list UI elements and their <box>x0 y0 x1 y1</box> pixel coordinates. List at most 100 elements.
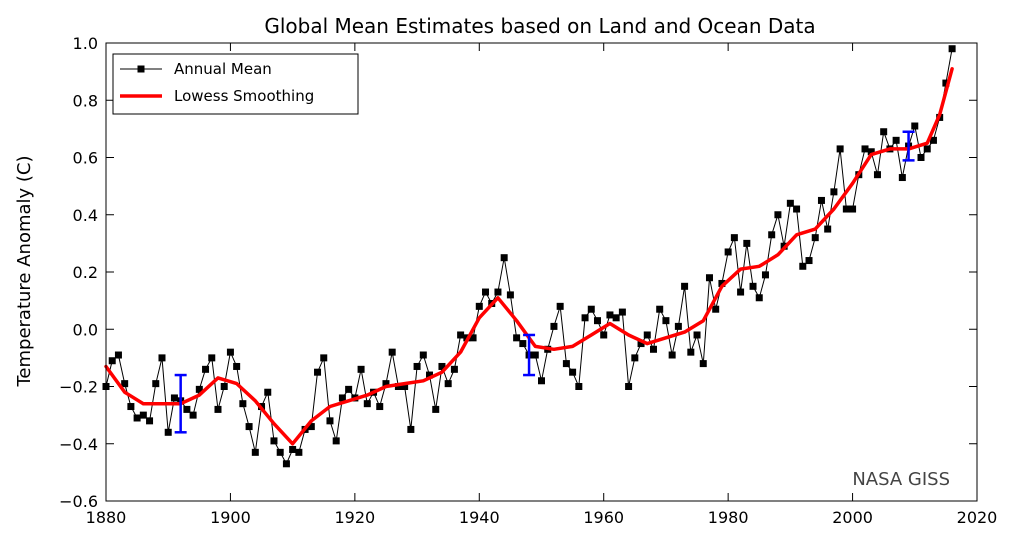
annual-mean-point <box>270 437 278 445</box>
x-tick-label: 2000 <box>832 508 873 527</box>
annual-mean-point <box>867 148 875 156</box>
annual-mean-point <box>220 383 228 390</box>
lowess-smoothing-line <box>104 67 954 446</box>
annual-mean-point <box>730 234 738 242</box>
x-tick-label: 1920 <box>334 508 375 527</box>
y-tick-label: 0.8 <box>73 91 98 110</box>
annual-mean-point <box>450 365 458 373</box>
x-tick-label: 1960 <box>583 508 624 527</box>
annual-mean-point <box>338 394 346 402</box>
annual-mean-point <box>817 196 825 204</box>
legend-annual-marker <box>137 65 145 73</box>
y-tick-label: 0.4 <box>73 206 98 225</box>
annual-mean-point <box>637 340 645 348</box>
annual-mean-point <box>805 257 813 265</box>
annual-mean-point <box>556 302 564 310</box>
y-axis-label: Temperature Anomaly (C) <box>14 155 35 387</box>
annual-mean-point <box>799 262 807 270</box>
annual-mean-point <box>705 274 713 282</box>
annual-mean-point <box>482 288 490 296</box>
annual-mean-point <box>326 417 334 425</box>
annual-mean-point <box>382 380 390 388</box>
annual-mean-point <box>575 383 583 390</box>
annual-mean-point <box>880 128 888 136</box>
annual-mean-point <box>114 351 122 359</box>
annual-mean-point <box>662 317 670 325</box>
annual-mean-point <box>668 351 676 359</box>
annual-mean-point <box>842 205 850 213</box>
annual-mean-point <box>214 405 222 413</box>
x-tick-label: 1900 <box>210 508 251 527</box>
annual-mean-point <box>550 322 558 330</box>
annual-mean-point <box>774 211 782 219</box>
annual-mean-point <box>600 331 608 339</box>
annual-mean-point <box>158 354 166 362</box>
annual-mean-point <box>208 354 216 362</box>
annual-mean-point <box>506 291 514 299</box>
annual-mean-point <box>569 368 577 376</box>
watermark-text: NASA GISS <box>852 469 950 490</box>
annual-mean-point <box>712 305 720 313</box>
annual-mean-point <box>295 448 303 456</box>
annual-mean-point <box>457 331 465 339</box>
annual-mean-point <box>724 248 732 256</box>
annual-mean-point <box>289 445 297 453</box>
annual-mean-point <box>139 411 147 419</box>
annual-mean-point <box>612 314 620 322</box>
annual-mean-point <box>202 365 210 373</box>
annual-mean-point <box>824 225 832 233</box>
annual-mean-point <box>127 403 135 411</box>
annual-mean-point <box>469 334 477 342</box>
annual-mean-point <box>164 428 172 436</box>
chart-title: Global Mean Estimates based on Land and … <box>264 14 815 38</box>
x-tick-label: 1940 <box>459 508 500 527</box>
annual-mean-point <box>133 414 141 422</box>
annual-mean-point <box>849 205 857 213</box>
annual-mean-point <box>656 305 664 313</box>
legend-box <box>112 53 359 115</box>
y-tick-label: 0.6 <box>73 149 98 168</box>
annual-mean-point <box>376 403 384 411</box>
annual-mean-point <box>718 279 726 287</box>
plot-area: 1880 1900 1920 1940 1960 1980 2000 2020 −0.6 −0.4… <box>59 34 997 527</box>
annual-mean-point <box>562 360 570 368</box>
y-tick-label: 0.2 <box>73 263 98 282</box>
annual-mean-point <box>189 411 197 419</box>
annual-mean-point <box>587 305 595 313</box>
annual-mean-point <box>737 288 745 296</box>
annual-mean-point <box>332 437 340 445</box>
annual-mean-point <box>649 345 657 353</box>
y-tick-label: −0.2 <box>59 378 98 397</box>
annual-mean-point <box>892 136 900 144</box>
annual-mean-point <box>419 351 427 359</box>
x-tick-label: 1980 <box>708 508 749 527</box>
annual-mean-point <box>152 380 160 388</box>
annual-mean-point <box>388 348 396 356</box>
annual-mean-point <box>693 331 701 339</box>
annual-mean-point <box>681 282 689 290</box>
annual-mean-point <box>917 154 925 161</box>
annual-mean-point <box>146 417 154 425</box>
y-tick-label: 1.0 <box>73 34 98 53</box>
y-tick-label: 0.0 <box>73 320 98 339</box>
annual-mean-point <box>830 188 838 196</box>
annual-mean-point <box>245 423 253 431</box>
annual-mean-point <box>407 425 415 433</box>
annual-mean-point <box>755 294 763 302</box>
annual-mean-point <box>251 448 259 456</box>
annual-mean-point <box>538 377 545 385</box>
annual-mean-point <box>494 288 502 296</box>
annual-mean-point <box>687 348 695 356</box>
annual-mean-point <box>413 362 421 370</box>
annual-mean-point <box>314 368 322 376</box>
annual-mean-point <box>307 423 315 431</box>
annual-mean-point <box>432 405 440 413</box>
annual-mean-point <box>593 317 601 325</box>
annual-mean-point <box>631 354 639 362</box>
annual-mean-point <box>345 385 353 393</box>
y-tick-label: −0.4 <box>59 435 98 454</box>
annual-mean-point <box>438 362 446 370</box>
annual-mean-point <box>743 239 751 247</box>
annual-mean-point <box>500 254 508 262</box>
